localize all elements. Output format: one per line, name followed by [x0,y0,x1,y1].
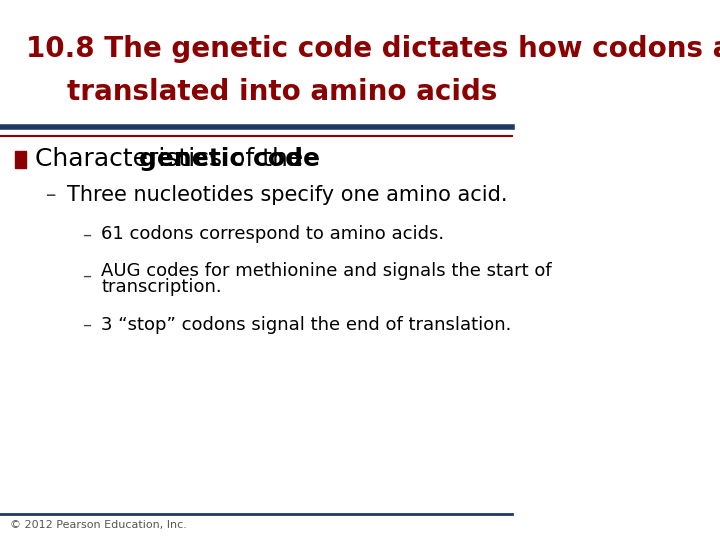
Bar [15,151,26,168]
Text: –: – [82,316,91,334]
Text: © 2012 Pearson Education, Inc.: © 2012 Pearson Education, Inc. [10,520,187,530]
Text: 10.8 The genetic code dictates how codons are: 10.8 The genetic code dictates how codon… [26,35,720,63]
Text: –: – [82,266,91,285]
Text: Characteristics of the: Characteristics of the [35,147,311,171]
Text: Three nucleotides specify one amino acid.: Three nucleotides specify one amino acid… [66,185,507,206]
Text: –: – [46,185,56,206]
Text: transcription.: transcription. [102,278,222,296]
Text: –: – [82,225,91,244]
Text: 3 “stop” codons signal the end of translation.: 3 “stop” codons signal the end of transl… [102,316,512,334]
Text: AUG codes for methionine and signals the start of: AUG codes for methionine and signals the… [102,262,552,280]
Text: 61 codons correspond to amino acids.: 61 codons correspond to amino acids. [102,225,444,244]
Text: genetic code: genetic code [139,147,320,171]
Text: translated into amino acids: translated into amino acids [66,78,497,106]
